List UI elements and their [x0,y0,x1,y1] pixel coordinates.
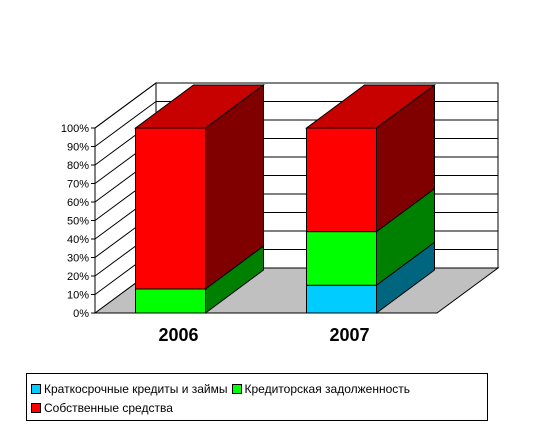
y-tick-label: 100% [61,123,89,135]
bar-front-2006-series-2 [135,127,206,290]
bar-front-2006-series-1 [135,288,206,314]
y-tick-label: 0% [73,308,89,320]
y-tick-label: 10% [67,290,89,302]
legend-label-own-funds: Собственные средства [44,400,173,415]
bar-front-2007-series-2 [306,127,377,233]
y-tick-label: 30% [67,253,89,265]
chart-legend: Краткосрочные кредиты и займы Кредиторск… [26,373,488,421]
legend-item-short-term-loans: Краткосрочные кредиты и займы [31,382,228,396]
stacked-bar-chart-3d: 0% 10% 20% 30% 40% 50% 60% 70% 80% 90% 100% 2006 200… [61,82,500,345]
legend-label-short-term-loans: Краткосрочные кредиты и займы [44,381,228,396]
y-tick-label: 60% [67,197,89,209]
gridline-side [94,82,157,129]
legend-label-accounts-payable: Кредиторская задолженность [244,381,410,396]
legend-item-own-funds: Собственные средства [31,401,173,415]
bar-top-2007 [304,84,437,129]
y-tick-label: 20% [67,271,89,283]
y-tick-label: 40% [67,234,89,246]
legend-swatch-short-term-loans [31,383,41,394]
y-tick-label: 70% [67,179,89,191]
y-tick-label: 50% [67,216,89,228]
legend-swatch-accounts-payable [231,383,242,394]
x-category-label-2007: 2007 [329,325,369,345]
y-tick-label: 80% [67,160,89,172]
x-category-label-2006: 2006 [158,325,198,345]
bar-top-2006 [133,84,266,129]
legend-row-1: Краткосрочные кредиты и займы Кредиторск… [31,379,483,398]
bar-front-2007-series-0 [306,284,377,314]
y-tick-label: 90% [67,142,89,154]
bar-front-2007-series-1 [306,231,377,286]
legend-swatch-own-funds [31,402,41,413]
legend-row-2: Собственные средства [31,398,483,417]
legend-item-accounts-payable: Кредиторская задолженность [231,381,410,396]
gridline-side [94,101,157,147]
